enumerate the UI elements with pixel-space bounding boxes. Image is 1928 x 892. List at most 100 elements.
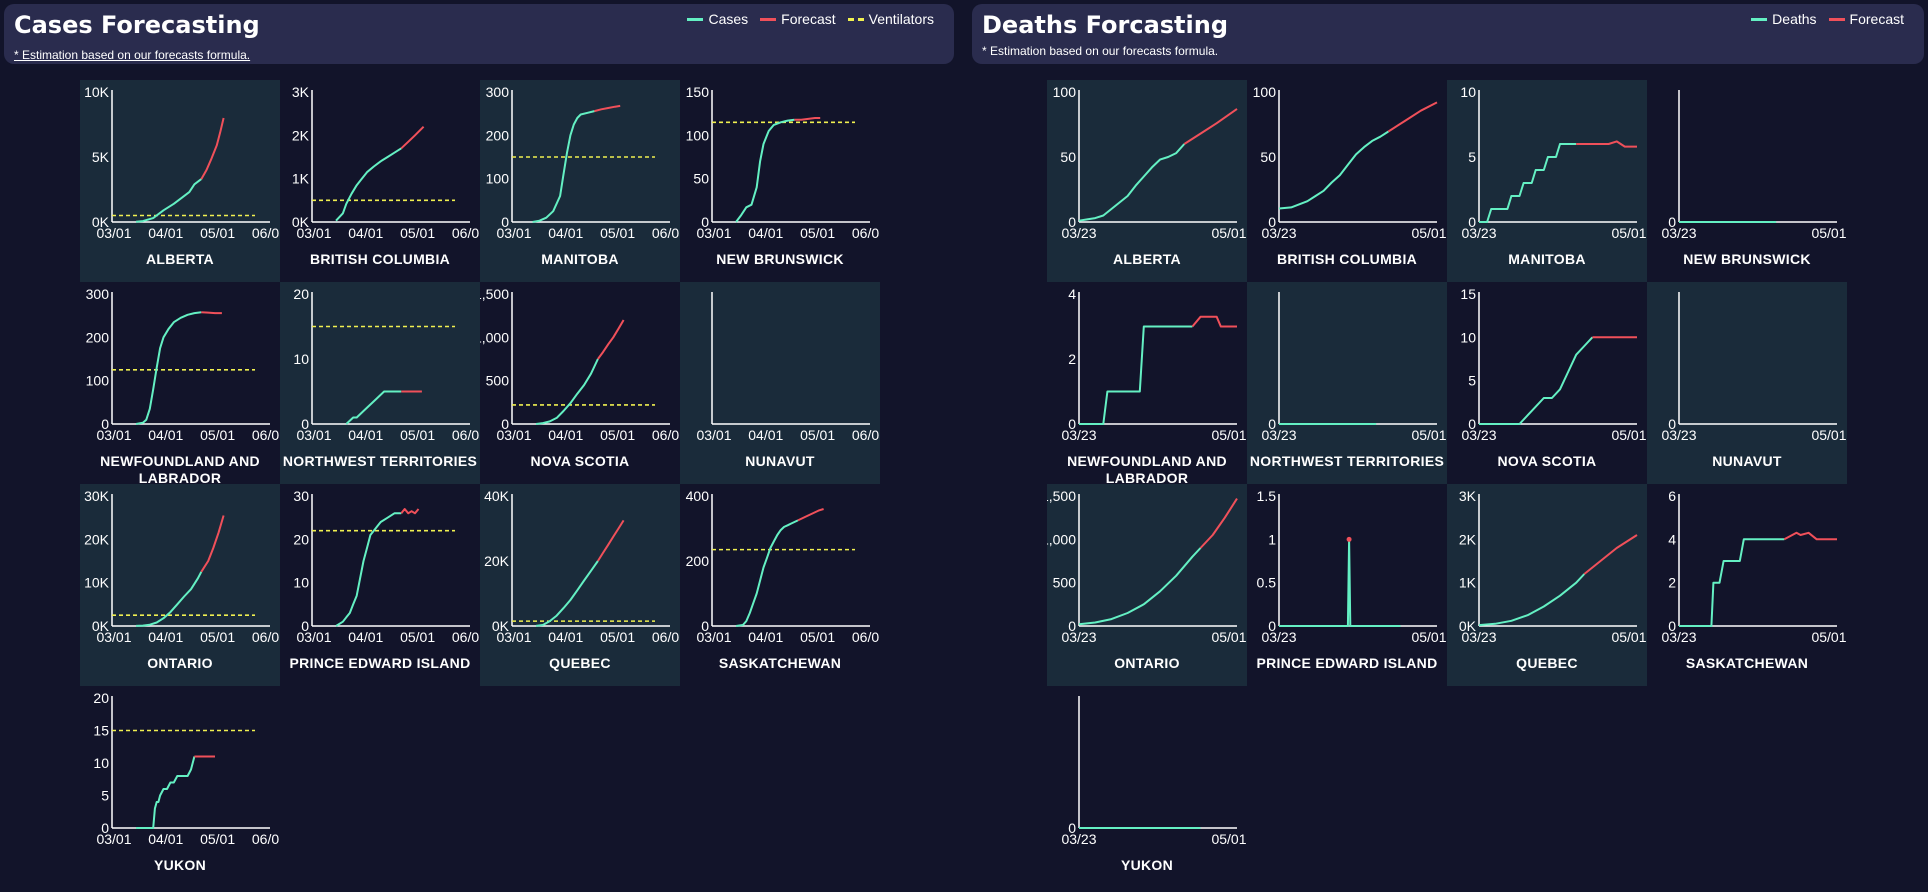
cases-chart-nunavut[interactable]: 03/01 04/01 05/01 06/01 NUNAVUT (680, 282, 880, 484)
cases-series-line (335, 147, 402, 222)
y-tick-label: 4 (1668, 531, 1676, 547)
y-tick-label: 0K (92, 214, 110, 230)
x-tick-label: 04/01 (348, 225, 383, 241)
forecast-series-line (201, 311, 222, 315)
deaths-chart-saskatchewan[interactable]: 0 2 4 6 03/23 05/01 SASKATCHEWAN (1647, 484, 1847, 686)
deaths-chart-svg: 0 5 10 15 03/23 05/01 (1460, 286, 1646, 443)
deaths-chart-svg: 0K 1K 2K 3K 03/23 05/01 (1459, 488, 1647, 645)
province-label: NEWFOUNDLAND AND LABRADOR (1067, 453, 1227, 486)
legend-item-forecast[interactable]: Forecast (760, 11, 836, 27)
deaths-chart-nova-scotia[interactable]: 0 5 10 15 03/23 05/01 NOVA SCOTIA (1447, 282, 1647, 484)
y-tick-label: 2 (1068, 351, 1076, 367)
forecast-series-line (400, 125, 425, 150)
forecast-series-line (597, 519, 625, 562)
y-tick-label: 2K (1459, 531, 1477, 547)
province-label: NORTHWEST TERRITORIES (282, 453, 478, 469)
x-tick-label: 05/01 (400, 427, 435, 443)
x-tick-label: 03/01 (496, 225, 531, 241)
cases-chart-new-brunswick[interactable]: 0 50 100 150 03/01 04/01 05/01 06/01 NEW BRUNSWI… (680, 80, 880, 282)
forecast-series-line (1199, 498, 1238, 549)
cases-chart-alberta[interactable]: 0K 5K 10K 03/01 04/01 05/01 06/01 ALBERTA (80, 80, 280, 282)
deaths-chart-svg: 003/23 05/01 (1261, 292, 1447, 443)
y-tick-label: 0 (1268, 214, 1276, 230)
deaths-chart-newfoundland-and-labrador[interactable]: 0 2 4 03/23 05/01 NEWFOUNDLAND AND LABRADOR (1047, 282, 1247, 486)
x-tick-label: 05/01 (200, 831, 235, 847)
x-tick-label: 03/23 (1261, 629, 1296, 645)
x-tick-label: 04/01 (348, 629, 383, 645)
cases-series-line (535, 358, 599, 425)
x-tick-label: 05/01 (200, 427, 235, 443)
x-tick-label: 05/01 (800, 225, 835, 241)
x-tick-label: 03/01 (496, 629, 531, 645)
deaths-chart-prince-edward-island[interactable]: 0 0.5 1 1.5 03/23 05/01 PRINCE EDWARD ISLAND (1247, 484, 1447, 686)
cases-chart-newfoundland-and-labrador[interactable]: 0 100 200 300 03/01 04/01 05/01 06/01 NEWFOUNDLA… (80, 282, 280, 486)
x-tick-label: 04/01 (148, 629, 183, 645)
province-label: SASKATCHEWAN (718, 655, 842, 671)
deaths-chart-nunavut[interactable]: 0 03/23 05/01 NUNAVUT (1647, 282, 1847, 484)
province-label: NORTHWEST TERRITORIES (1249, 453, 1445, 469)
cases-chart-svg: 0K 5K 10K 03/01 04/01 05/01 06/01 (84, 84, 280, 241)
cases-chart-nova-scotia[interactable]: 0 500 1,000 1,500 03/01 04/01 05/01 06/01 NOVA S… (480, 282, 680, 484)
province-label: NOVA SCOTIA (530, 453, 630, 469)
cases-chart-prince-edward-island[interactable]: 0 10 20 30 03/01 04/01 05/01 06/01 PRINCE EDWARD… (280, 484, 480, 686)
forecast-series-line (1183, 108, 1238, 145)
deaths-chart-quebec[interactable]: 0K 1K 2K 3K 03/23 05/01 QUEBEC (1447, 484, 1647, 686)
deaths-chart-svg: 003/23 05/01 (1661, 292, 1847, 443)
x-tick-label: 03/01 (296, 427, 331, 443)
y-tick-label: 0 (1668, 214, 1676, 230)
deaths-series-line (1078, 547, 1202, 626)
y-tick-label: 10 (1460, 84, 1476, 100)
deaths-chart-svg: 003/23 05/01 (1061, 696, 1247, 847)
deaths-chart-manitoba[interactable]: 0 5 10 03/23 05/01 MANITOBA (1447, 80, 1647, 282)
y-tick-label: 5 (1468, 149, 1476, 165)
province-label: NUNAVUT (1712, 453, 1782, 469)
deaths-chart-british-columbia[interactable]: 0 50 100 03/23 05/01 BRITISH COLUMBIA (1247, 80, 1447, 282)
deaths-chart-new-brunswick[interactable]: 0 03/23 05/01 NEW BRUNSWICK (1647, 80, 1847, 282)
x-tick-label: 06/01 (452, 427, 480, 443)
cases-chart-svg: 0 500 1,000 1,500 03/01 04/01 05/01 06/01 (480, 286, 680, 443)
cases-series-line (532, 110, 595, 223)
legend-item-forecast[interactable]: Forecast (1828, 11, 1904, 27)
deaths-chart-northwest-territories[interactable]: 0 03/23 05/01 NORTHWEST TERRITORIES (1247, 282, 1447, 484)
y-tick-label: 3K (1459, 488, 1477, 504)
deaths-series-line (1478, 573, 1586, 627)
y-tick-label: 0 (1468, 416, 1476, 432)
deaths-chart-ontario[interactable]: 0 500 1,000 1,500 03/23 05/01 ONTARIO (1047, 484, 1247, 686)
deaths-series-line (1479, 336, 1594, 425)
legend-item-ventilators[interactable]: Ventilators (847, 11, 934, 27)
legend-item-cases[interactable]: Cases (687, 11, 748, 27)
deaths-chart-yukon[interactable]: 0 03/23 05/01 YUKON (1047, 686, 1247, 888)
cases-series-line (535, 560, 599, 627)
legend-item-deaths[interactable]: Deaths (1751, 11, 1817, 27)
cases-series-line (135, 571, 203, 627)
forecast-point (1346, 536, 1352, 542)
y-tick-label: 1,000 (1047, 531, 1076, 547)
forecast-series-line (794, 117, 821, 121)
deaths-series-line (1079, 325, 1193, 425)
province-label: NEW BRUNSWICK (1683, 251, 1811, 267)
y-tick-label: 30K (84, 488, 110, 504)
x-tick-label: 05/01 (1411, 225, 1446, 241)
province-label: NEWFOUNDLAND AND LABRADOR (100, 453, 260, 486)
cases-chart-yukon[interactable]: 0 5 10 15 20 03/01 04/01 05/01 06/01 YUKON (80, 686, 280, 888)
deaths-series-line (1278, 130, 1389, 210)
cases-chart-manitoba[interactable]: 0 100 200 300 03/01 04/01 05/01 06/01 MANITOBA (480, 80, 680, 282)
province-label: PRINCE EDWARD ISLAND (289, 655, 471, 671)
cases-chart-saskatchewan[interactable]: 0 200 400 03/01 04/01 05/01 06/01 SASKATCHEWAN (680, 484, 880, 686)
cases-estimation-note[interactable]: * Estimation based on our forecasts form… (14, 48, 251, 63)
cases-chart-svg: 03/01 04/01 05/01 06/01 (696, 292, 880, 443)
y-tick-label: 0 (301, 416, 309, 432)
x-tick-label: 05/01 (1811, 427, 1846, 443)
x-tick-label: 03/23 (1061, 629, 1096, 645)
cases-series-line (135, 311, 202, 425)
x-tick-label: 03/01 (96, 629, 131, 645)
cases-chart-quebec[interactable]: 0K 20K 40K 03/01 04/01 05/01 06/01 QUEBEC (480, 484, 680, 686)
cases-chart-svg: 0 100 200 300 03/01 04/01 05/01 06/01 (486, 84, 680, 241)
cases-chart-northwest-territories[interactable]: 0 10 20 03/01 04/01 05/01 06/01 NORTHWEST TERRI… (280, 282, 480, 484)
cases-series-line (735, 519, 799, 627)
cases-chart-ontario[interactable]: 0K 10K 20K 30K 03/01 04/01 05/01 06/01 ONTARIO (80, 484, 280, 686)
deaths-series-line (1279, 538, 1401, 627)
y-tick-label: 100 (1053, 84, 1077, 100)
deaths-chart-alberta[interactable]: 0 50 100 03/23 05/01 ALBERTA (1047, 80, 1247, 282)
